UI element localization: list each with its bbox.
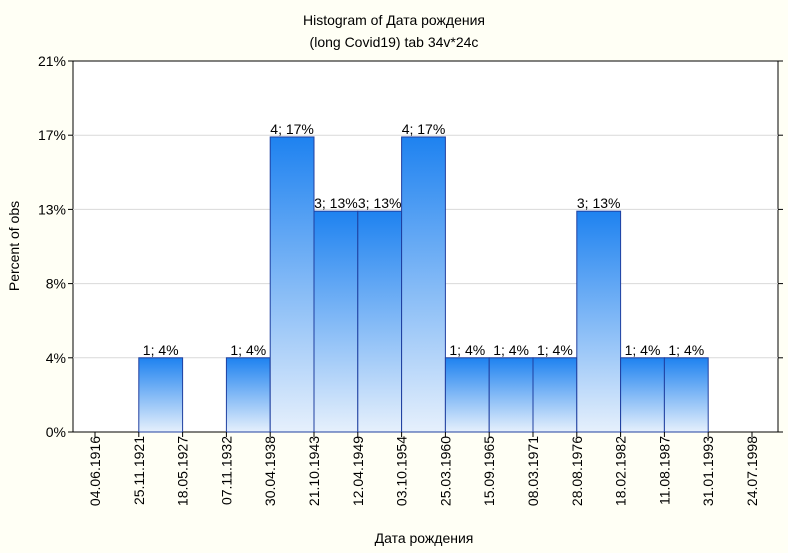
x-tick-label: 18.05.1927 xyxy=(175,436,191,506)
y-tick-label: 17% xyxy=(38,127,66,143)
y-axis: 0% 4% 8% 13% 17% 21% xyxy=(38,53,783,440)
x-tick-label: 07.11.1932 xyxy=(218,436,234,505)
bar-data-label: 1; 4% xyxy=(449,342,485,358)
y-tick-label: 0% xyxy=(46,424,66,440)
chart-subtitle: (long Covid19) tab 34v*24c xyxy=(310,34,479,50)
histogram-bar xyxy=(357,210,403,433)
x-tick-label: 15.09.1965 xyxy=(481,436,497,506)
bar-data-label: 1; 4% xyxy=(668,342,704,358)
y-axis-label: Percent of obs xyxy=(6,201,22,291)
x-tick-label: 24.07.1998 xyxy=(744,436,760,506)
y-tick-label: 13% xyxy=(38,201,66,217)
x-axis: 04.06.1916 25.11.1921 18.05.1927 07.11.1932… xyxy=(87,432,760,506)
histogram-bar xyxy=(138,357,184,433)
x-tick-label: 28.08.1976 xyxy=(569,436,585,506)
y-tick-label: 8% xyxy=(46,276,66,292)
bar-data-label: 3; 13% xyxy=(314,195,358,211)
bar-data-label: 1; 4% xyxy=(230,342,266,358)
y-tick-label: 21% xyxy=(38,53,66,69)
x-tick-label: 21.10.1943 xyxy=(306,436,322,506)
y-tick-label: 4% xyxy=(46,350,66,366)
bar-data-label: 1; 4% xyxy=(537,342,573,358)
bar-data-label: 1; 4% xyxy=(625,342,661,358)
bar-data-label: 1; 4% xyxy=(493,342,529,358)
histogram-bar xyxy=(576,210,622,433)
histogram-bar xyxy=(401,136,446,433)
histogram-bar xyxy=(269,136,315,433)
x-tick-label: 31.01.1993 xyxy=(700,436,716,506)
histogram-bar xyxy=(488,357,534,433)
bar-data-label: 4; 17% xyxy=(270,121,314,137)
histogram-bar xyxy=(663,357,709,433)
histogram-bar xyxy=(313,210,359,433)
chart-title: Histogram of Дата рождения xyxy=(303,12,485,28)
histogram-bar xyxy=(225,357,271,433)
bar-data-label: 3; 13% xyxy=(577,195,621,211)
x-tick-label: 30.04.1938 xyxy=(262,436,278,506)
histogram-bar xyxy=(532,357,578,433)
x-tick-label: 03.10.1954 xyxy=(394,436,410,506)
x-tick-label: 08.03.1971 xyxy=(525,436,541,506)
bar-data-label: 1; 4% xyxy=(143,342,179,358)
bar-data-label: 3; 13% xyxy=(358,195,402,211)
x-tick-label: 25.03.1960 xyxy=(437,436,453,506)
x-tick-label: 11.08.1987 xyxy=(656,436,672,505)
bar-labels: 1; 4% 1; 4%4; 17%3; 13% 3; 13%4; 17%1; 4% 1… xyxy=(143,121,704,358)
x-tick-label: 25.11.1921 xyxy=(131,436,147,505)
x-tick-label: 18.02.1982 xyxy=(613,436,629,506)
histogram-bar xyxy=(620,357,665,433)
x-tick-label: 04.06.1916 xyxy=(87,436,103,506)
x-axis-label: Дата рождения xyxy=(375,530,474,546)
x-tick-label: 12.04.1949 xyxy=(350,436,366,506)
bar-data-label: 4; 17% xyxy=(402,121,446,137)
histogram-bar xyxy=(444,357,490,433)
bars xyxy=(138,136,709,433)
